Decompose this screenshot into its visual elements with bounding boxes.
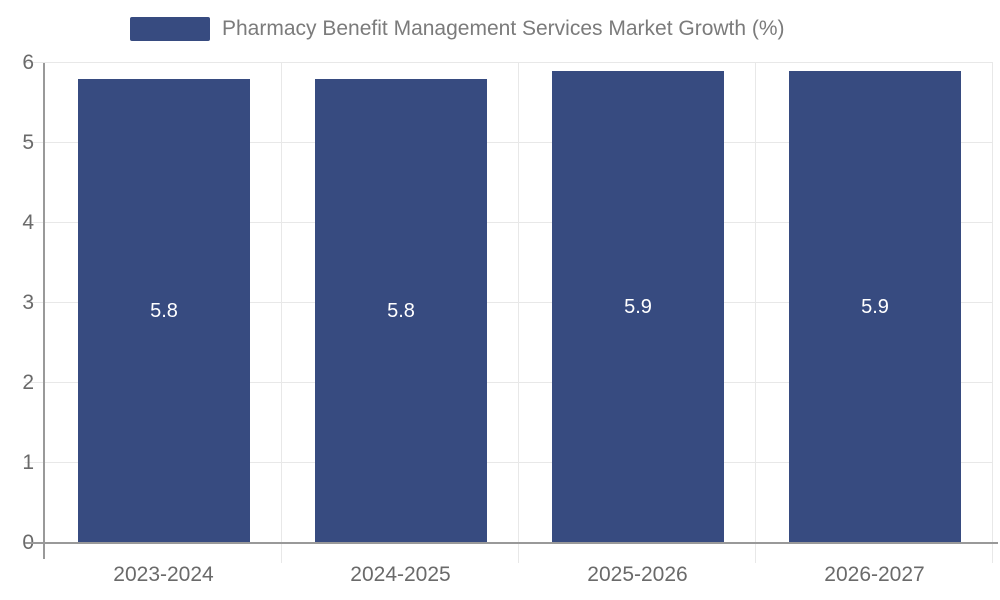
legend-label: Pharmacy Benefit Management Services Mar…: [222, 17, 785, 40]
h-gridline: [25, 222, 993, 223]
y-tick-label: 6: [22, 51, 34, 74]
bar-value-label: 5.9: [861, 295, 889, 318]
legend[interactable]: Pharmacy Benefit Management Services Mar…: [130, 17, 785, 41]
legend-swatch: [130, 17, 210, 41]
bar-value-label: 5.8: [150, 299, 178, 322]
y-tick-label: 4: [22, 211, 34, 234]
v-gridline: [755, 63, 756, 563]
bar-value-label: 5.9: [624, 295, 652, 318]
x-axis-line: [25, 542, 998, 544]
v-gridline: [281, 63, 282, 563]
h-gridline: [25, 62, 993, 63]
v-gridline: [518, 63, 519, 563]
plot-area: 01234565.82023-20245.82024-20255.92025-2…: [22, 51, 998, 586]
x-tick-label: 2026-2027: [824, 563, 925, 586]
bar: 5.8: [78, 79, 250, 543]
y-tick-label: 1: [22, 451, 34, 474]
h-gridline: [25, 382, 993, 383]
bar-value-label: 5.8: [387, 299, 415, 322]
y-tick-label: 3: [22, 291, 34, 314]
v-gridline: [992, 63, 993, 563]
bar: 5.8: [315, 79, 487, 543]
h-gridline: [25, 142, 993, 143]
y-tick-label: 2: [22, 371, 34, 394]
h-gridline: [25, 302, 993, 303]
x-tick-label: 2023-2024: [113, 563, 214, 586]
y-tick-label: 5: [22, 131, 34, 154]
x-tick-label: 2025-2026: [587, 563, 688, 586]
h-gridline: [25, 462, 993, 463]
bar: 5.9: [552, 71, 724, 543]
x-tick-label: 2024-2025: [350, 563, 451, 586]
y-axis-line: [43, 63, 45, 559]
bar: 5.9: [789, 71, 961, 543]
